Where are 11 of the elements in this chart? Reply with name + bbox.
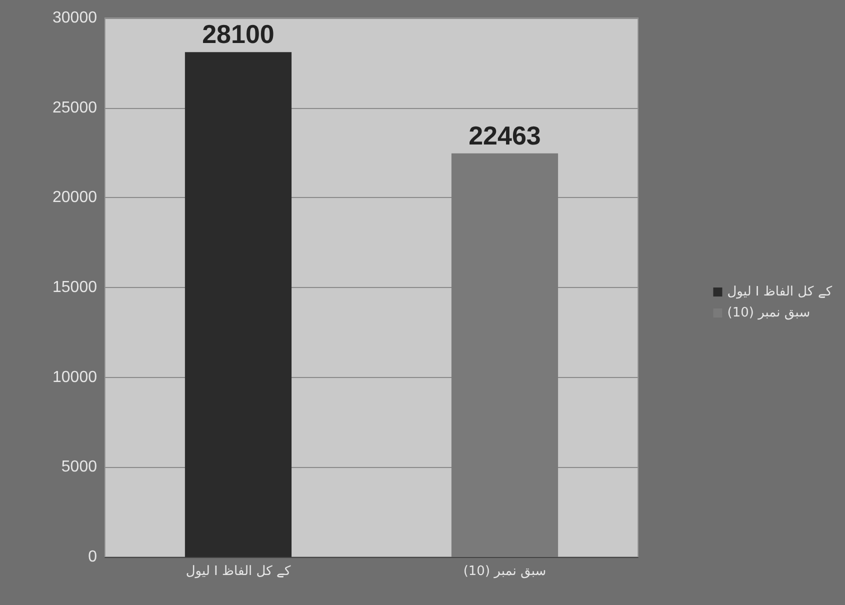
data-label: 28100	[202, 19, 274, 50]
y-tick-label: 30000	[52, 10, 98, 26]
y-tick-label: 0	[88, 548, 98, 566]
data-label: 22463	[468, 120, 541, 150]
legend-label: لیول I کے کل الفاظ	[727, 284, 833, 300]
y-tick-label: 15000	[52, 279, 98, 296]
y-tick-label: 20000	[52, 189, 98, 206]
legend-label: سبق نمبر (10)	[727, 306, 810, 320]
y-tick-label: 5000	[61, 458, 98, 476]
y-tick-label: 25000	[52, 99, 98, 116]
y-tick-label: 10000	[52, 368, 98, 386]
